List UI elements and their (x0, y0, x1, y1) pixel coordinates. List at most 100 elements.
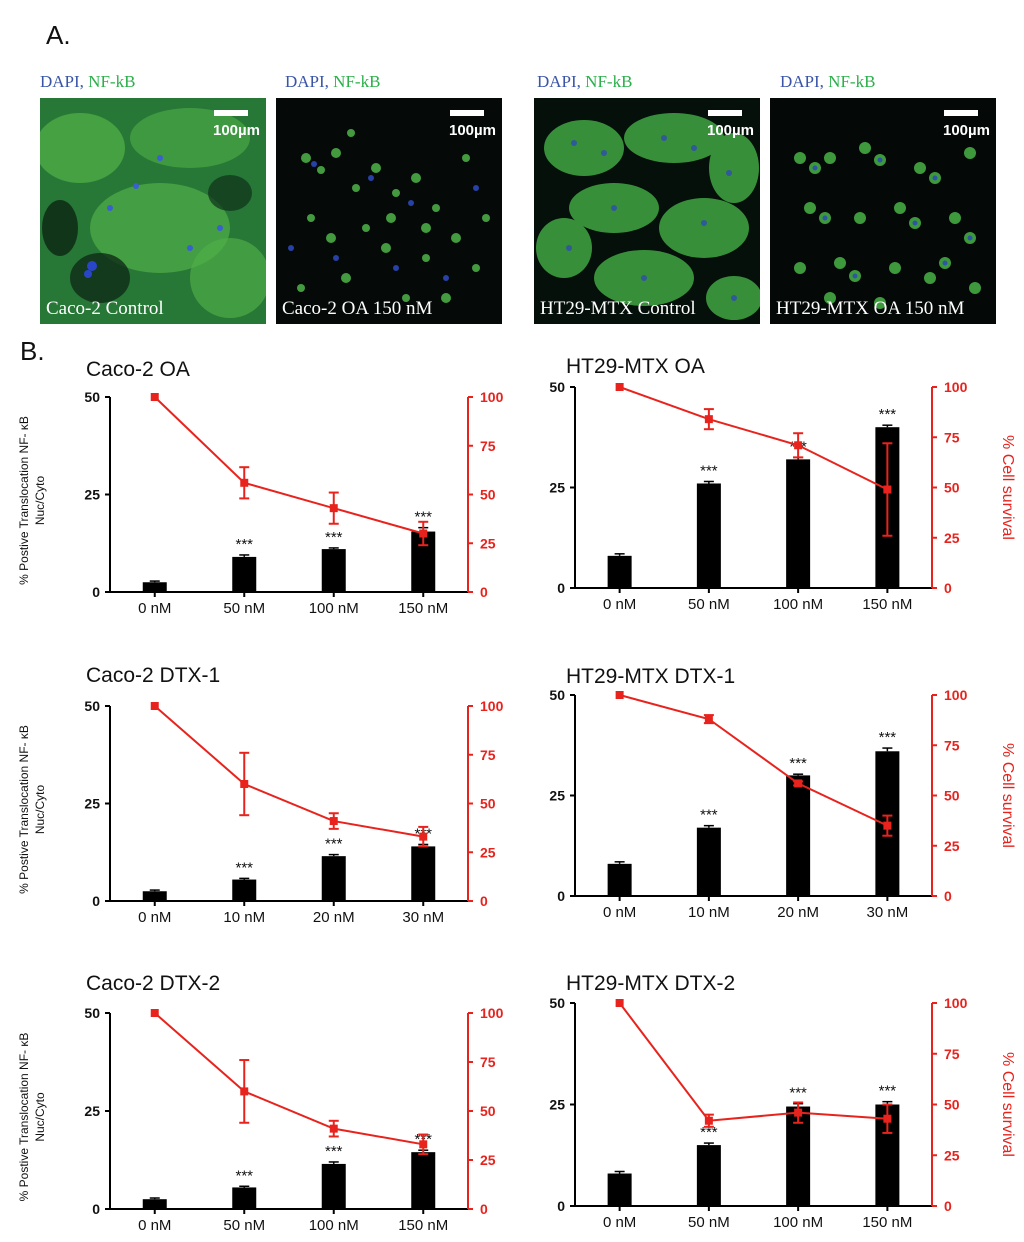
survival-point (329, 504, 338, 513)
dapi-label: DAPI, (40, 72, 84, 91)
scale-bar (450, 110, 484, 116)
y2-axis-label: % Cell survival (999, 435, 1016, 540)
scale-bar (708, 110, 742, 116)
bar (696, 827, 721, 896)
survival-point (615, 383, 624, 391)
panel-b-label: B. (20, 336, 45, 366)
bar (696, 1145, 721, 1206)
micrograph-caco2-oa-image (276, 98, 502, 324)
left-tick-label: 25 (549, 788, 565, 804)
left-tick-label: 0 (92, 1201, 100, 1217)
y-axis-label: % Postive Translocation NF- κB (17, 1033, 31, 1202)
right-tick-label: 100 (944, 379, 968, 395)
micrograph-label: HT29-MTX OA 150 nM (776, 298, 965, 319)
right-tick-label: 25 (944, 1147, 960, 1163)
significance-label: *** (879, 406, 897, 423)
micrograph-ht29-control-image (534, 98, 760, 324)
chart-3: Caco-2 DTX-1 0 25 50 0 25 50 75 100 0 nM 10 nM 20 n… (17, 664, 504, 926)
x-tick-label: 20 nM (777, 904, 819, 921)
chart-2: HT29-MTX OA 0 25 50 0 25 50 75 100 0 nM 50 nM 100 n… (549, 355, 1016, 613)
bar (607, 555, 632, 588)
x-tick-label: 30 nM (402, 909, 444, 926)
x-tick-label: 0 nM (138, 1217, 171, 1234)
right-tick-label: 0 (944, 1198, 952, 1214)
survival-line (154, 396, 424, 535)
bar (786, 775, 811, 896)
left-tick-label: 50 (84, 698, 100, 714)
scale-label: 100µm (706, 122, 754, 139)
survival-point (419, 832, 428, 841)
scale-bar (944, 110, 978, 116)
x-tick-label: 50 nM (223, 600, 265, 617)
right-tick-label: 75 (944, 737, 960, 753)
right-tick-label: 25 (480, 844, 496, 860)
micrograph-caco2-control-image (40, 98, 266, 324)
bar (142, 891, 167, 901)
survival-point (704, 715, 713, 724)
right-tick-label: 75 (944, 429, 960, 445)
right-tick-label: 100 (944, 995, 968, 1011)
chart-title: HT29-MTX DTX-1 (566, 665, 735, 688)
y-axis-label: Nuc/Cyto (33, 785, 47, 835)
significance-label: *** (789, 1085, 807, 1102)
scale-label: 100µm (942, 122, 990, 139)
significance-label: *** (325, 1143, 343, 1160)
right-tick-label: 50 (480, 796, 496, 812)
nfkb-label: NF-kB (333, 72, 381, 91)
survival-point (615, 999, 624, 1007)
x-tick-label: 150 nM (398, 1217, 448, 1234)
left-tick-label: 25 (84, 796, 100, 812)
significance-label: *** (235, 1167, 253, 1184)
dapi-label: DAPI, (780, 72, 824, 91)
chart-title: Caco-2 DTX-2 (86, 972, 220, 995)
bar (607, 863, 632, 896)
left-tick-label: 25 (549, 1097, 565, 1113)
bar (142, 1199, 167, 1209)
chart-title: HT29-MTX DTX-2 (566, 972, 735, 995)
right-tick-label: 25 (944, 530, 960, 546)
scale-bar (214, 110, 248, 116)
right-tick-label: 0 (944, 888, 952, 904)
x-tick-label: 20 nM (313, 909, 355, 926)
survival-line (619, 694, 888, 827)
x-tick-label: 50 nM (688, 1214, 730, 1231)
survival-line (619, 386, 888, 491)
bar (411, 846, 436, 901)
right-tick-label: 25 (944, 838, 960, 854)
survival-point (240, 478, 249, 487)
micrograph-ht29-oa: 100µm HT29-MTX OA 150 nM (770, 98, 996, 324)
significance-label: *** (235, 536, 253, 553)
significance-label: *** (700, 462, 718, 479)
x-tick-label: 0 nM (603, 596, 636, 613)
right-tick-label: 75 (480, 1054, 496, 1070)
micrograph-label: HT29-MTX Control (540, 298, 696, 319)
right-tick-label: 25 (480, 1152, 496, 1168)
survival-point (883, 1114, 892, 1123)
right-tick-label: 50 (944, 480, 960, 496)
survival-point (329, 817, 338, 826)
x-tick-label: 10 nM (223, 909, 265, 926)
chart-5: Caco-2 DTX-2 0 25 50 0 25 50 75 100 0 nM 50 nM 100 … (17, 972, 504, 1234)
bar (786, 459, 811, 588)
left-tick-label: 50 (84, 389, 100, 405)
right-tick-label: 75 (480, 438, 496, 454)
right-tick-label: 0 (944, 580, 952, 596)
chart-title: Caco-2 OA (86, 358, 190, 381)
bar (696, 483, 721, 588)
significance-label: *** (325, 836, 343, 853)
micrograph-4-header: DAPI, NF-kB (780, 72, 875, 92)
survival-point (704, 415, 713, 424)
x-tick-label: 50 nM (223, 1217, 265, 1234)
bar (321, 1163, 346, 1209)
micrograph-caco2-oa: 100µm Caco-2 OA 150 nM (276, 98, 502, 324)
y-axis-label: % Postive Translocation NF- κB (17, 416, 31, 585)
left-tick-label: 0 (557, 1198, 565, 1214)
x-tick-label: 100 nM (309, 1217, 359, 1234)
survival-point (150, 1009, 159, 1017)
micrograph-3-header: DAPI, NF-kB (537, 72, 632, 92)
micrograph-2-header: DAPI, NF-kB (285, 72, 380, 92)
significance-label: *** (325, 529, 343, 546)
y2-axis-label: % Cell survival (999, 743, 1016, 848)
y2-axis-label: % Cell survival (999, 1052, 1016, 1157)
